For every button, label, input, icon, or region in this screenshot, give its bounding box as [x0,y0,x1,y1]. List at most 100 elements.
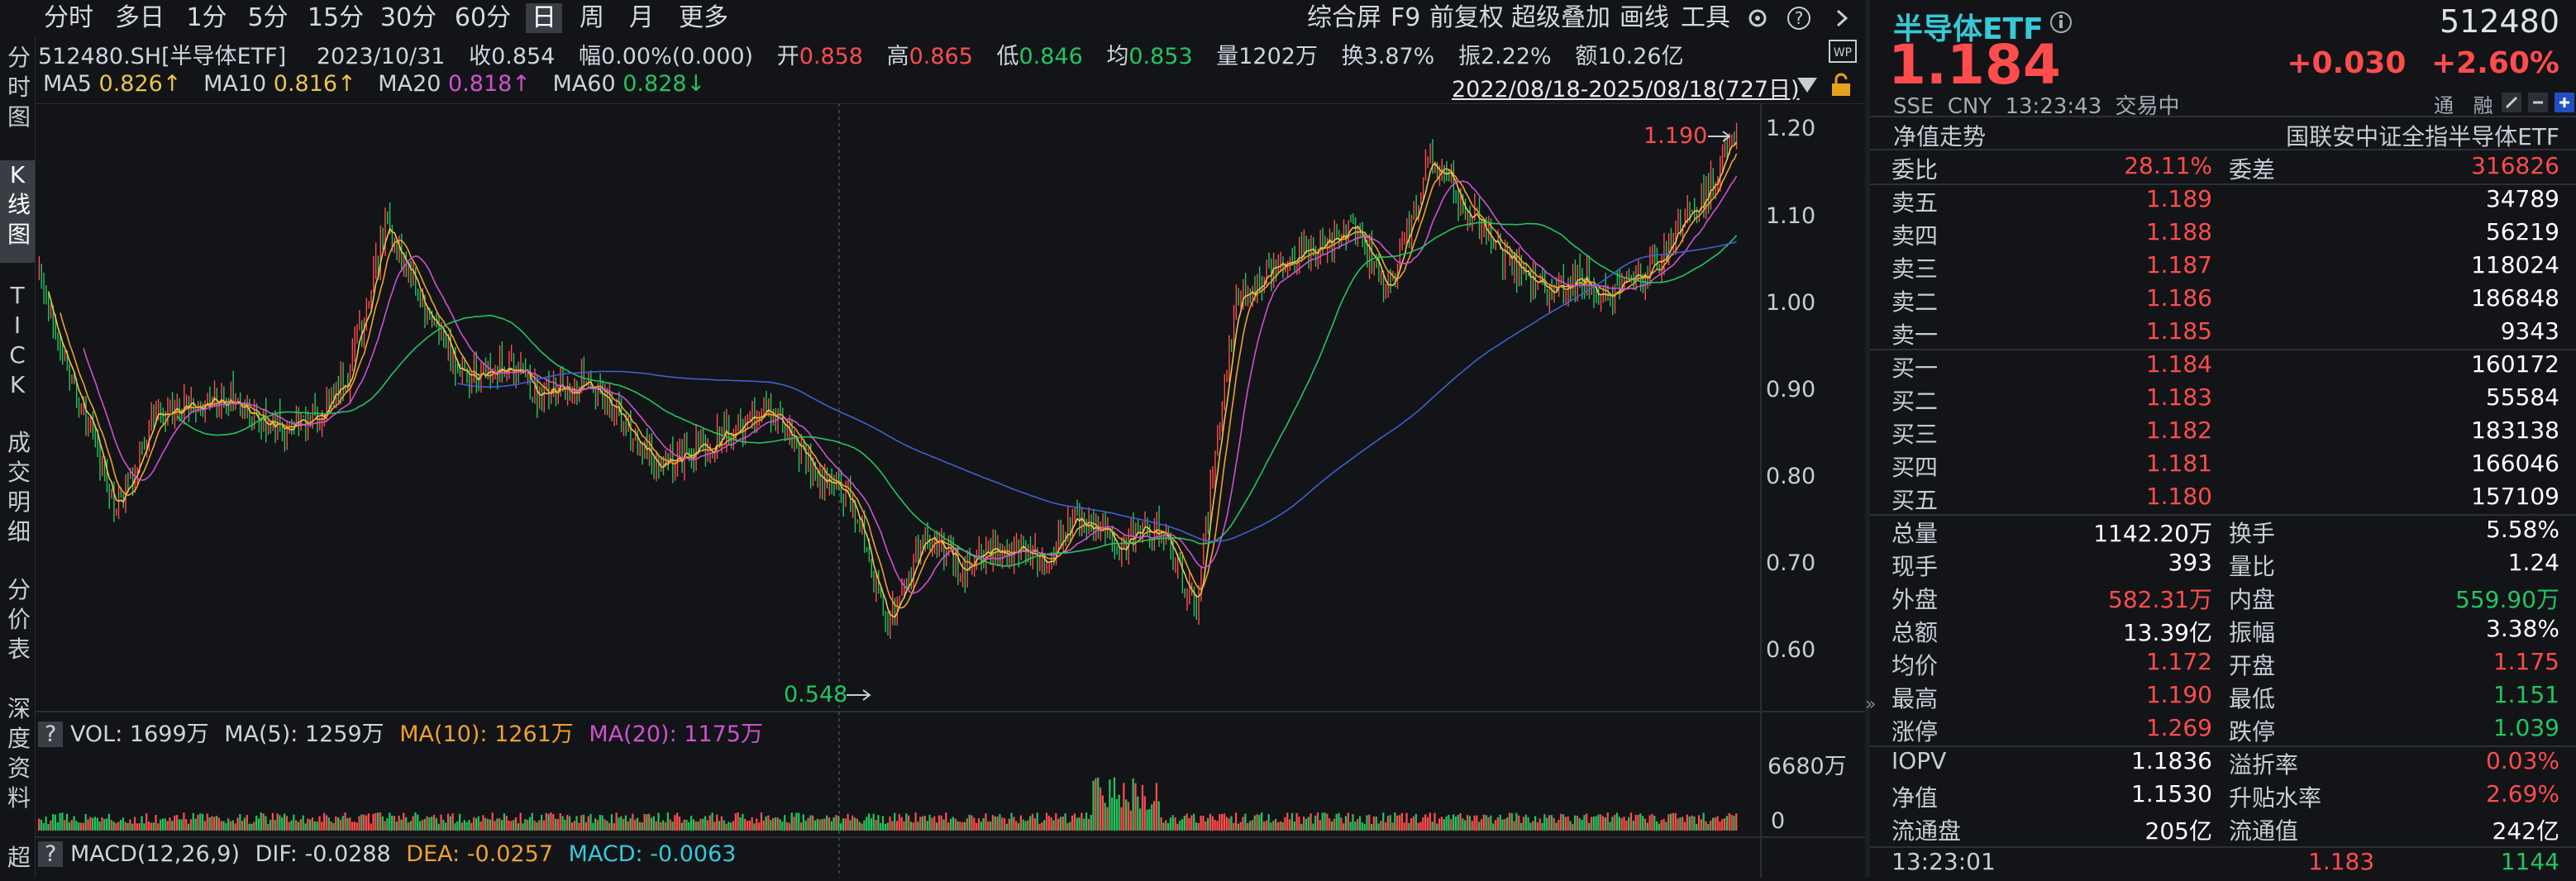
dropdown-triangle-icon[interactable] [1796,74,1819,96]
gear-icon[interactable] [1744,5,1771,31]
level-price[interactable]: 1.188 [2145,218,2212,245]
volume-bar [499,817,501,831]
volume-bar [942,819,945,831]
nav-tick[interactable]: TICK [9,282,26,398]
collapse-chevron-icon[interactable]: » [1865,694,1877,715]
level-price[interactable]: 1.185 [2145,317,2212,345]
volume-bar [1518,815,1520,831]
tab-multiday[interactable]: 多日 [115,3,165,32]
volume-bar [1272,821,1275,831]
macd-help-icon[interactable]: ? [38,841,64,867]
volume-bar [290,820,293,831]
nav-trades[interactable]: 成交明细 [7,429,31,545]
trading-status: 交易中 [2115,94,2180,119]
menu-composite[interactable]: 综合屏 [1307,3,1381,32]
menu-f9[interactable]: F9 [1391,3,1421,32]
turn-label: 换 [1341,44,1364,69]
tab-month[interactable]: 月 [629,3,654,32]
volume-bar [664,821,667,831]
volume-bar [584,821,587,831]
volume-bar [1457,815,1459,831]
volume-bar [1095,778,1097,831]
level-price[interactable]: 1.183 [2145,383,2212,411]
volume-bar [552,814,555,831]
volume-bar [1562,814,1565,831]
volume-bar [603,819,606,831]
level-price[interactable]: 1.181 [2145,450,2212,477]
nav-fenshi[interactable]: 分时图 [7,44,31,131]
tab-1min[interactable]: 1分 [186,3,227,32]
tab-fenshi[interactable]: 分时 [44,3,93,32]
volume-bar [880,822,882,831]
lock-icon[interactable] [1829,73,1853,98]
tab-day[interactable]: 日 [526,3,562,33]
tab-5min[interactable]: 5分 [247,3,289,32]
wp-badge-icon[interactable]: WP [1829,40,1857,64]
volume-bar [180,819,183,831]
tab-30min[interactable]: 30分 [379,3,437,32]
volume-bar [1033,818,1036,831]
volume-bar [1454,817,1457,831]
volume-bar [363,814,365,831]
volume-bar [1550,815,1553,831]
level-price[interactable]: 1.187 [2145,251,2212,279]
nav-kline[interactable]: K线图 [0,160,35,263]
level-price[interactable]: 1.189 [2145,185,2212,212]
menu-tools[interactable]: 工具 [1681,3,1730,32]
volume-bar [823,818,826,831]
volume-bar [587,816,589,831]
volume-bar [1309,813,1312,831]
nav-depth[interactable]: 深度资料 [7,695,31,812]
volume-bar [779,819,781,831]
volume-bar [82,822,84,831]
nav-price-table[interactable]: 分价表 [7,576,31,663]
vol-help-icon[interactable]: ? [38,721,64,747]
date-range[interactable]: 2022/08/18-2025/08/18(727日) [1452,77,1800,102]
volume-bar [470,822,473,831]
level-price[interactable]: 1.184 [2145,350,2212,378]
tab-more[interactable]: 更多 [679,3,728,32]
volume-bar [78,822,80,831]
nav-trend-link[interactable]: 净值走势 [1893,123,1987,150]
volume-bar [1478,821,1481,831]
tab-week[interactable]: 周 [580,3,604,32]
volume-bar [456,821,459,831]
kline-chart[interactable]: 1.20 1.10 1.00 0.90 0.80 0.70 0.60 1.190… [35,103,1865,878]
volume-bar [1639,813,1642,831]
volume-bar [674,815,676,831]
tab-60min[interactable]: 60分 [454,3,512,32]
volume-bar [412,816,414,831]
volume-bar [1289,819,1291,831]
nav-super[interactable]: 超 [7,844,31,871]
volume-bar [87,819,89,831]
level-volume: 55584 [2485,383,2559,411]
volume-bar [1076,817,1078,831]
volume-bar [384,821,386,831]
mini-tools[interactable] [2500,91,2576,114]
volume-bar [842,818,845,831]
tab-15min[interactable]: 15分 [307,3,365,32]
volume-bar [463,820,465,831]
volume-bar [1506,817,1509,831]
volume-bar [276,813,279,831]
chevron-right-icon[interactable] [1830,7,1853,30]
volume-bar [1071,815,1074,831]
level-price[interactable]: 1.180 [2145,483,2212,510]
menu-adjust[interactable]: 前复权 [1429,3,1504,32]
volume-bar [849,820,852,831]
volume-bar [1220,813,1224,831]
stats-row: 净值 1.1530 升贴水率 2.69% [1888,780,2576,813]
volume-bar [987,821,990,831]
menu-draw[interactable]: 画线 [1620,3,1669,32]
menu-overlay[interactable]: 超级叠加 [1511,3,1610,32]
volume-bar [1510,812,1513,831]
info-icon[interactable] [2049,10,2073,35]
level-price[interactable]: 1.186 [2145,284,2212,312]
panel-divider[interactable] [1865,0,1870,878]
volume-bar [169,817,171,831]
help-icon[interactable]: ? [1786,5,1812,31]
level-price[interactable]: 1.182 [2145,417,2212,444]
volume-bar [1104,802,1106,831]
macd-value: MACD: -0.0063 [568,841,737,867]
volume-bar [1279,821,1281,831]
